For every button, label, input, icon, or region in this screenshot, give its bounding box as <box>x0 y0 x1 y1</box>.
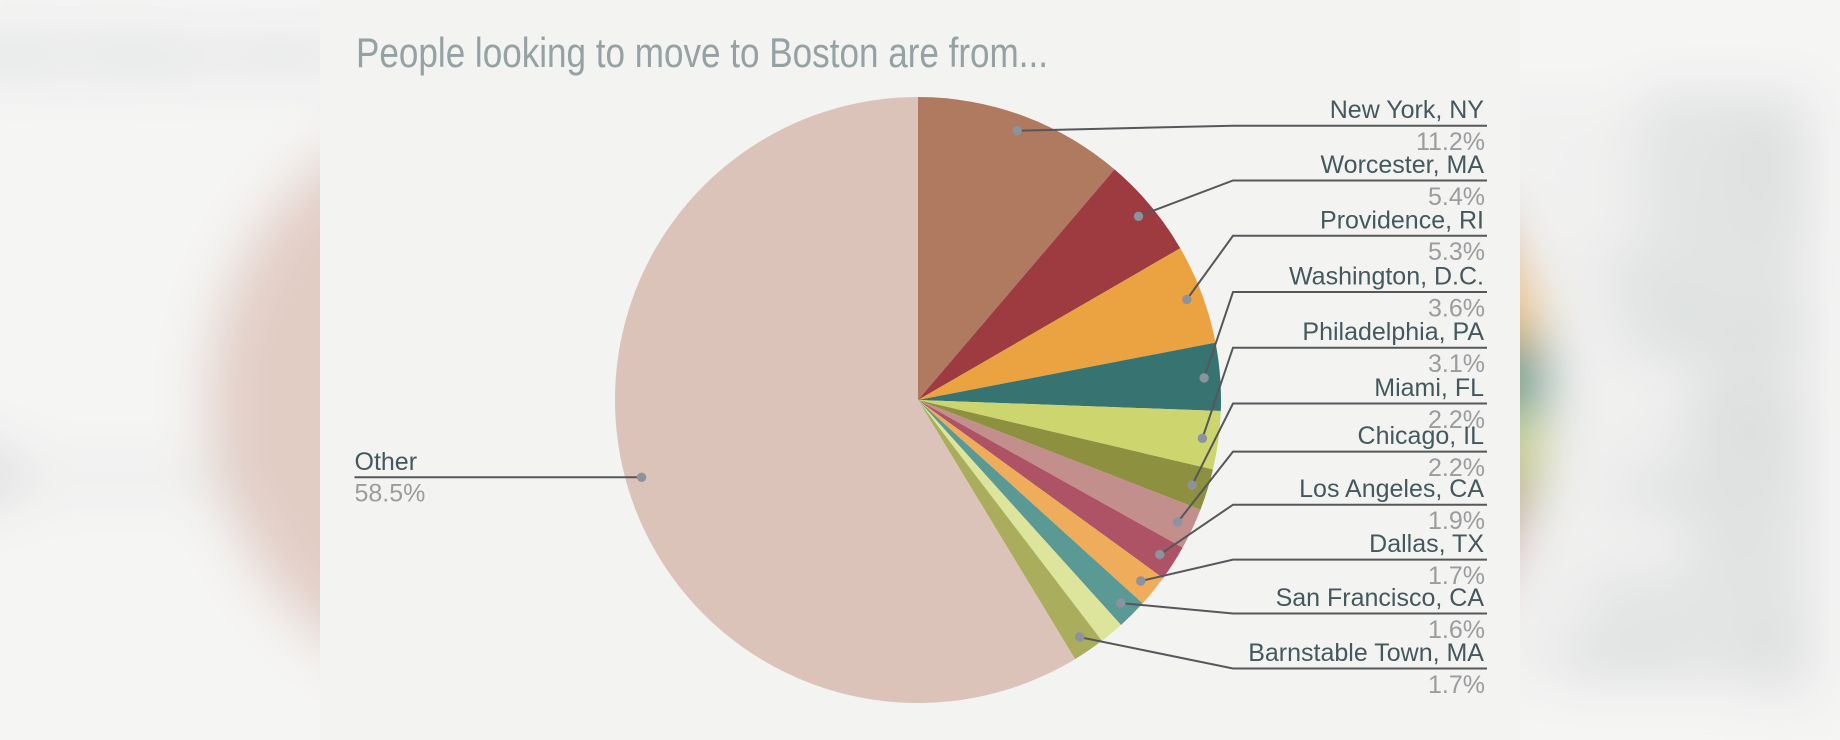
svg-text:1.7%: 1.7% <box>1428 562 1485 590</box>
svg-text:58.5%: 58.5% <box>355 480 426 508</box>
svg-text:1.9%: 1.9% <box>1428 507 1485 535</box>
svg-text:Barnstable Town, MA: Barnstable Town, MA <box>1248 639 1484 667</box>
svg-text:Providence, RI: Providence, RI <box>1320 206 1484 234</box>
svg-text:1.7%: 1.7% <box>1428 671 1485 699</box>
svg-text:New York, NY: New York, NY <box>1330 96 1485 124</box>
svg-text:People looking to move to Bost: People looking to move to Boston are fro… <box>356 29 1048 76</box>
svg-text:5.4%: 5.4% <box>1428 183 1485 211</box>
svg-text:5.3%: 5.3% <box>1428 238 1485 266</box>
svg-text:Miami, FL: Miami, FL <box>1374 374 1484 402</box>
svg-text:3.1%: 3.1% <box>1428 350 1485 378</box>
svg-text:2.2%: 2.2% <box>1428 406 1485 434</box>
svg-text:Philadelphia, PA: Philadelphia, PA <box>1302 318 1484 346</box>
svg-text:Worcester, MA: Worcester, MA <box>1321 151 1485 179</box>
svg-text:San Francisco, CA: San Francisco, CA <box>1276 584 1485 612</box>
svg-text:Los Angeles, CA: Los Angeles, CA <box>1299 475 1484 503</box>
svg-text:Dallas, TX: Dallas, TX <box>1369 530 1484 558</box>
svg-text:1.6%: 1.6% <box>1428 616 1485 644</box>
svg-text:3.6%: 3.6% <box>1428 294 1485 322</box>
svg-text:11.2%: 11.2% <box>1416 128 1485 156</box>
svg-text:2.2%: 2.2% <box>1428 454 1485 482</box>
svg-text:Other: Other <box>355 448 418 476</box>
svg-text:Chicago, IL: Chicago, IL <box>1358 422 1485 450</box>
svg-text:Washington, D.C.: Washington, D.C. <box>1289 263 1484 291</box>
